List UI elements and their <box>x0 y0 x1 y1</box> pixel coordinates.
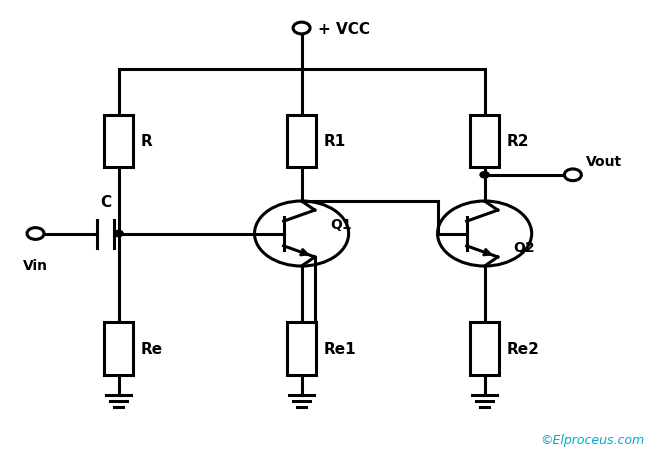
Text: Q2: Q2 <box>513 240 534 254</box>
Text: R2: R2 <box>507 134 530 149</box>
Bar <box>470 323 499 375</box>
Text: R: R <box>141 134 152 149</box>
Text: R1: R1 <box>324 134 346 149</box>
Text: Vout: Vout <box>586 155 622 168</box>
Text: + VCC: + VCC <box>318 22 370 36</box>
Bar <box>104 116 133 168</box>
Text: Vin: Vin <box>23 259 48 273</box>
Text: Re2: Re2 <box>507 341 540 357</box>
Bar <box>287 323 316 375</box>
Bar <box>470 116 499 168</box>
Text: C: C <box>100 194 111 209</box>
Text: Q1: Q1 <box>330 217 352 231</box>
Text: Re: Re <box>141 341 163 357</box>
Text: ©Elproceus.com: ©Elproceus.com <box>541 433 645 446</box>
Bar <box>287 116 316 168</box>
Circle shape <box>114 231 123 237</box>
Bar <box>104 323 133 375</box>
Text: Re1: Re1 <box>324 341 356 357</box>
Circle shape <box>480 172 489 179</box>
